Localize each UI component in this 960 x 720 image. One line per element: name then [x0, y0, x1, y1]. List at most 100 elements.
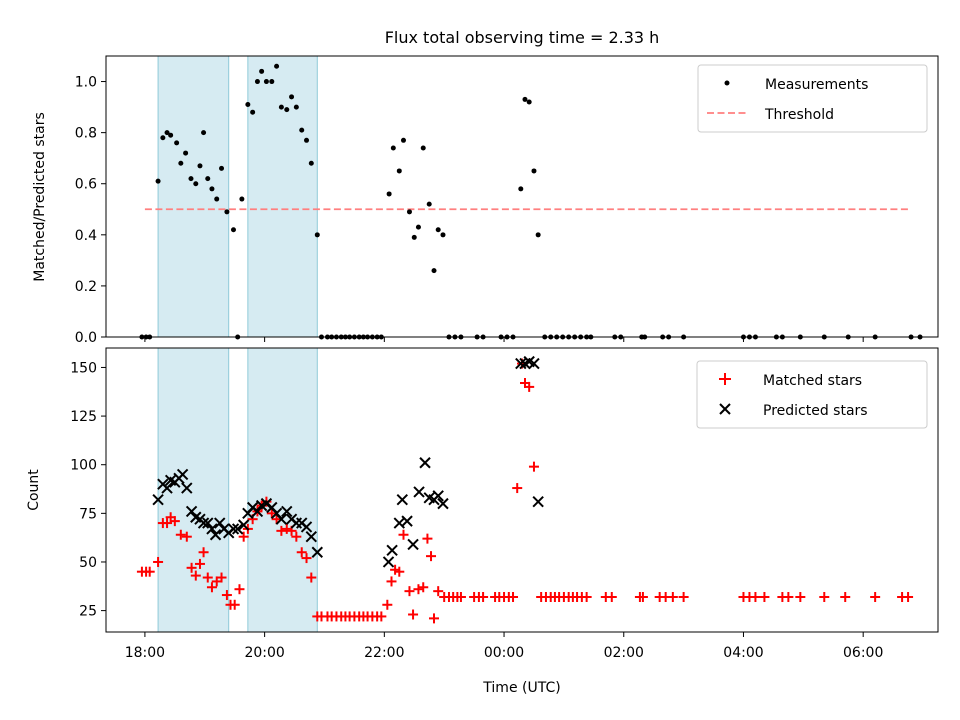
matched-star-point [202, 572, 213, 583]
matched-star-point [678, 591, 689, 602]
predicted-star-point [396, 494, 408, 506]
matched-star-point [153, 556, 164, 567]
predicted-star-point [432, 490, 444, 502]
y-tick-label-3: 0.6 [75, 177, 97, 193]
predicted-star-point [437, 497, 449, 510]
measurement-point [168, 132, 174, 138]
matched-star-point [386, 576, 397, 587]
measurement-point [245, 102, 251, 108]
matched-star-point [382, 599, 393, 610]
x-tick-label-2: 22:00 [364, 645, 404, 661]
matched-star-point [194, 558, 205, 569]
predicted-star-point [401, 515, 413, 527]
x-tick-label-5: 04:00 [723, 645, 763, 661]
legend-predicted-label: Predicted stars [763, 403, 868, 419]
predicted-star-point [202, 517, 214, 529]
count-legend: Matched stars Predicted stars [696, 360, 928, 429]
measurement-point [440, 232, 446, 238]
measurement-point [390, 145, 396, 151]
matched-star-point [175, 529, 186, 540]
matched-star-point [266, 508, 277, 519]
y-tick-label-1: 0.2 [75, 279, 97, 295]
chart-title: Flux total observing time = 2.33 h [385, 28, 660, 47]
matched-star-point [606, 591, 617, 602]
matched-star-point [394, 566, 405, 577]
predicted-stars-points [152, 355, 544, 568]
x-tick-label-4: 02:00 [604, 645, 644, 661]
matched-star-point [221, 590, 232, 601]
measurement-point [188, 176, 194, 182]
matched-star-point [783, 591, 794, 602]
predicted-star-point [281, 505, 293, 518]
measurement-point [259, 68, 265, 74]
predicted-star-point [231, 523, 244, 535]
ratio-panel-y-label: Matched/Predicted stars [32, 112, 48, 282]
predicted-star-point [176, 468, 189, 481]
predicted-star-point [197, 517, 210, 529]
predicted-star-point [413, 486, 425, 498]
measurement-point [400, 137, 406, 143]
predicted-star-point [528, 357, 540, 370]
measurement-point [518, 186, 524, 192]
measurement-point [386, 191, 392, 197]
measurement-point [219, 165, 225, 171]
y-tick-label-4: 125 [70, 409, 97, 425]
matched-star-point [426, 551, 437, 562]
measurement-point [224, 209, 230, 215]
measurement-point [164, 130, 170, 136]
measurement-point [278, 104, 284, 110]
x-tick-label-1: 20:00 [244, 645, 284, 661]
matched-star-point [795, 591, 806, 602]
y-tick-label-2: 75 [79, 506, 97, 522]
matched-star-point [750, 591, 761, 602]
x-axis-label: Time (UTC) [482, 680, 560, 696]
matched-star-point [238, 531, 249, 542]
matched-star-point [301, 553, 312, 564]
measurement-point [531, 168, 537, 174]
predicted-star-point [532, 495, 544, 508]
matched-star-point [433, 586, 444, 597]
predicted-star-point [419, 457, 431, 469]
measurement-point [406, 209, 412, 215]
measurement-point [274, 63, 280, 69]
matched-star-point [144, 566, 155, 577]
predicted-star-point [386, 544, 398, 557]
y-tick-label-0: 0.0 [75, 330, 97, 346]
y-tick-label-2: 0.4 [75, 228, 97, 244]
ratio-panel: 0.0 0.2 0.4 0.6 0.8 1.0 Matched/Predicted sta… [32, 55, 939, 346]
matched-star-point [404, 586, 415, 597]
ratio-panel-y-ticks: 0.0 0.2 0.4 0.6 0.8 1.0 [75, 75, 106, 346]
matched-star-point [234, 584, 245, 595]
predicted-star-point [407, 538, 419, 551]
legend-matched-marker [719, 373, 731, 385]
count-panel-frame [105, 347, 939, 633]
matched-star-point [206, 582, 217, 593]
measurement-point [269, 79, 275, 85]
measurement-point [411, 234, 417, 240]
matched-star-point [478, 591, 489, 602]
measurement-point [201, 130, 207, 136]
matched-star-point [759, 591, 770, 602]
measurement-point [239, 196, 245, 202]
measurement-point [435, 227, 441, 233]
predicted-star-point [214, 517, 226, 529]
count-panel-x-ticks: 18:00 20:00 22:00 00:00 02:00 04:00 06:00 [125, 632, 883, 661]
measurement-point [160, 135, 166, 141]
matched-star-point [181, 531, 192, 542]
predicted-star-point [311, 546, 323, 558]
matched-star-point [512, 483, 523, 494]
measurement-point [396, 168, 402, 174]
matched-star-point [581, 591, 592, 602]
legend-measurements-label: Measurements [765, 77, 868, 93]
measurement-point [183, 150, 189, 156]
x-tick-label-0: 18:00 [125, 645, 165, 661]
measurement-point [178, 160, 184, 166]
predicted-star-point [305, 530, 318, 543]
measurement-point [250, 109, 256, 115]
shaded-region-1 [247, 55, 318, 338]
matched-star-point [190, 570, 201, 581]
matched-star-point [291, 531, 302, 542]
measurement-point [420, 145, 426, 151]
measurement-point [304, 137, 310, 143]
measurement-point [426, 201, 432, 207]
